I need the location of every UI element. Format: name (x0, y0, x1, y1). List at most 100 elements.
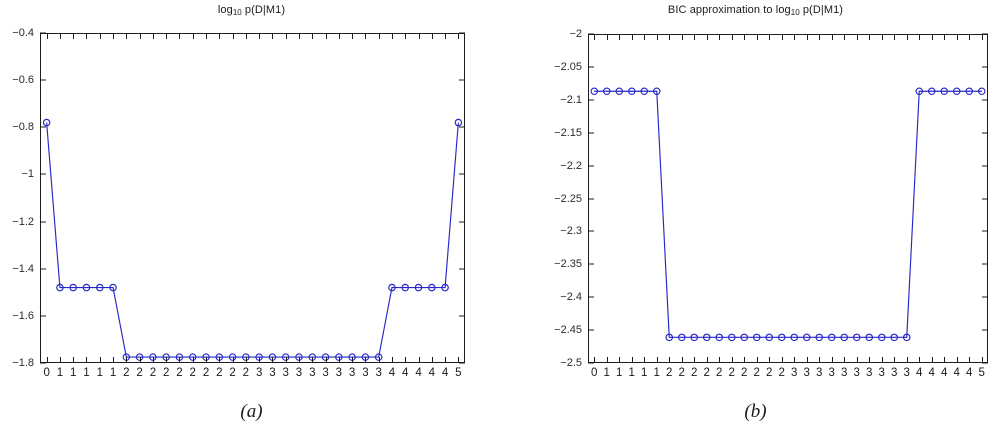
x-tick-mark-top (312, 33, 314, 39)
y-tick-mark-right (982, 165, 988, 167)
y-tick-mark (40, 221, 46, 223)
x-tick-mark-top (819, 34, 821, 40)
x-tick-label: 3 (816, 367, 823, 379)
x-tick-label: 3 (878, 367, 885, 379)
y-tick-mark-right (459, 79, 465, 81)
y-tick-label: −2.05 (554, 60, 582, 73)
x-tick-mark (46, 357, 48, 363)
y-tick-mark (40, 126, 46, 128)
x-tick-label: 3 (295, 367, 303, 379)
x-tick-label: 3 (891, 367, 898, 379)
x-tick-mark-top (431, 33, 433, 39)
x-tick-label: 3 (348, 367, 356, 379)
x-tick-label: 2 (216, 367, 223, 379)
data-point-marker (69, 283, 77, 292)
data-point-marker (56, 283, 64, 292)
x-tick-mark (152, 357, 154, 363)
x-tick-mark (312, 357, 314, 363)
y-tick-label: −2.2 (560, 159, 582, 172)
x-tick-mark-top (981, 34, 983, 40)
x-tick-mark (245, 357, 247, 363)
y-tick-label: −1 (21, 168, 34, 181)
x-tick-mark-top (445, 33, 447, 39)
x-tick-label: 4 (428, 367, 435, 379)
x-tick-mark (298, 357, 300, 363)
x-tick-mark (931, 357, 933, 363)
x-tick-label: 2 (202, 367, 210, 379)
x-tick-mark (869, 357, 871, 363)
x-tick-label: 2 (176, 367, 183, 379)
x-tick-label: 3 (791, 367, 798, 379)
x-tick-mark-top (245, 33, 247, 39)
data-point-marker (877, 333, 886, 342)
data-point-marker (82, 283, 91, 292)
x-tick-label: 1 (653, 367, 660, 379)
y-tick-mark (588, 362, 594, 364)
x-tick-label: 4 (928, 367, 935, 379)
x-tick-mark (756, 357, 758, 363)
x-tick-mark (338, 357, 340, 363)
series-line (594, 90, 982, 338)
x-tick-label: 3 (282, 367, 289, 379)
x-tick-mark-top (731, 34, 733, 40)
x-tick-mark-top (844, 34, 846, 40)
x-tick-label: 3 (803, 367, 810, 379)
x-tick-mark-top (378, 33, 380, 39)
x-tick-label: 3 (853, 367, 860, 379)
data-point-marker (665, 333, 674, 342)
x-tick-mark-top (179, 33, 181, 39)
y-tick-mark (588, 99, 594, 101)
data-point-marker (295, 353, 303, 361)
x-tick-mark-top (956, 34, 958, 40)
plot-series-a (42, 118, 463, 361)
x-tick-mark-top (944, 34, 946, 40)
data-point-marker (690, 333, 699, 342)
x-tick-mark (126, 357, 128, 363)
y-tick-mark-right (459, 32, 465, 34)
data-point-marker (374, 353, 383, 361)
x-tick-label: 2 (678, 367, 685, 379)
x-tick-mark (919, 357, 921, 363)
x-tick-mark (59, 357, 61, 363)
data-point-marker (702, 333, 711, 342)
data-point-marker (162, 353, 170, 361)
x-tick-label: 4 (966, 367, 973, 379)
x-tick-mark (806, 357, 808, 363)
x-tick-mark (99, 357, 101, 363)
y-tick-label: −2.5 (560, 357, 582, 369)
x-tick-label: 4 (441, 367, 449, 379)
plot-series-b (590, 87, 986, 342)
x-tick-mark-top (919, 34, 921, 40)
x-tick-mark (781, 357, 783, 363)
x-tick-label: 4 (941, 367, 948, 379)
chart-title-b-rest: p(D|M1) (799, 4, 844, 16)
x-tick-mark (906, 357, 908, 363)
x-tick-label: 1 (70, 367, 77, 379)
y-tick-mark-right (982, 329, 988, 331)
x-tick-mark (86, 357, 88, 363)
x-tick-label: 2 (666, 367, 673, 379)
data-point-marker (414, 283, 423, 292)
data-point-marker (752, 333, 761, 342)
data-point-marker (42, 118, 51, 127)
y-tick-mark (40, 173, 46, 175)
x-tick-mark-top (272, 33, 274, 39)
x-tick-mark-top (669, 34, 671, 40)
data-point-marker (441, 283, 449, 292)
x-tick-label: 1 (616, 367, 623, 379)
x-tick-mark-top (405, 33, 407, 39)
x-tick-mark (744, 357, 746, 363)
x-tick-mark (325, 357, 327, 363)
x-tick-mark-top (365, 33, 367, 39)
data-point-marker (627, 87, 636, 96)
x-tick-mark-top (606, 34, 608, 40)
x-tick-mark (405, 357, 407, 363)
y-tick-mark (40, 79, 46, 81)
x-tick-mark-top (391, 33, 393, 39)
y-tick-mark-right (459, 126, 465, 128)
x-tick-mark (656, 357, 658, 363)
x-tick-mark (706, 357, 708, 363)
x-tick-label: 2 (703, 367, 710, 379)
x-tick-label: 5 (978, 367, 985, 379)
chart-title-b: BIC approximation to log10 p(D|M1) (504, 4, 1007, 17)
